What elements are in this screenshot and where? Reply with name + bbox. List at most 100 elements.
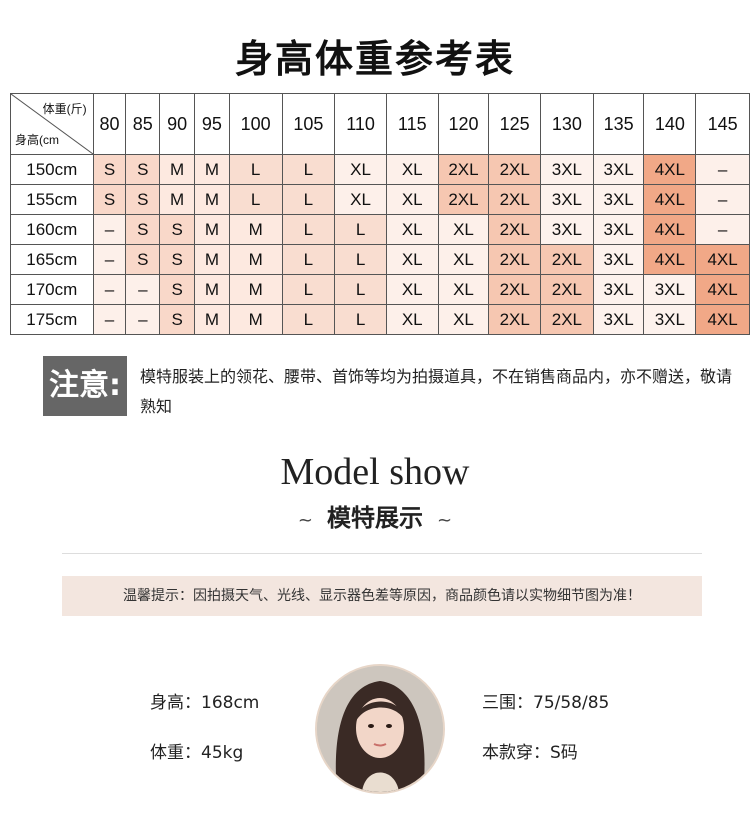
size-cell: 2XL	[437, 184, 490, 215]
size-cell: M	[194, 244, 230, 275]
table-row: 175cm – – S M M L L XL XL 2XL 2XL 3XL 3XL 4XL	[10, 304, 750, 335]
size-cell: L	[228, 154, 283, 185]
weight-header-80: 80	[92, 93, 127, 155]
size-cell: –	[695, 214, 750, 245]
weight-header-140: 140	[643, 93, 697, 155]
size-cell: XL	[385, 154, 439, 185]
page-title: 身高体重参考表	[234, 37, 515, 81]
size-cell: XL	[437, 244, 490, 275]
size-cell: –	[695, 154, 750, 185]
size-cell: 3XL	[540, 184, 594, 215]
size-cell: XL	[334, 184, 387, 215]
size-cell: 3XL	[592, 154, 645, 185]
size-cell: L	[281, 184, 336, 215]
height-label: 160cm	[10, 214, 94, 245]
size-cell: M	[194, 214, 230, 245]
size-cell: –	[125, 304, 161, 335]
wave-ornament-icon: ~	[297, 510, 313, 531]
size-cell: M	[194, 304, 230, 335]
weight-header-130: 130	[540, 93, 594, 155]
size-cell: S	[125, 184, 161, 215]
table-row: 160cm – S S M M L L XL XL 2XL 3XL 3XL 4XL –	[10, 214, 750, 245]
size-cell: 2XL	[540, 304, 594, 335]
size-cell: –	[92, 244, 127, 275]
size-cell: L	[334, 244, 387, 275]
model-show-cn: 模特展示	[327, 504, 423, 532]
height-label: 170cm	[10, 274, 94, 305]
weight-header-105: 105	[281, 93, 336, 155]
size-cell: XL	[385, 274, 439, 305]
size-cell: 3XL	[592, 214, 645, 245]
weight-header-125: 125	[488, 93, 542, 155]
size-cell: 3XL	[592, 184, 645, 215]
size-cell: 3XL	[540, 154, 594, 185]
size-cell: 2XL	[488, 244, 542, 275]
weight-header-110: 110	[334, 93, 387, 155]
table-row: 155cm S S M M L L XL XL 2XL 2XL 3XL 3XL 4XL –	[10, 184, 750, 215]
height-label: 150cm	[10, 154, 94, 185]
weight-header-135: 135	[592, 93, 645, 155]
size-cell: M	[194, 154, 230, 185]
model-portrait-image	[317, 666, 443, 792]
size-cell: M	[228, 244, 283, 275]
height-label: 175cm	[10, 304, 94, 335]
size-cell: S	[159, 214, 196, 245]
weight-header-100: 100	[228, 93, 283, 155]
size-table: 体重(斤) 身高(cm 80 85 90 95 100 105 110 115 120 125 13…	[10, 93, 750, 335]
size-cell: S	[92, 154, 127, 185]
size-cell: –	[92, 304, 127, 335]
size-cell: 4XL	[695, 244, 750, 275]
size-cell: L	[334, 304, 387, 335]
size-cell: XL	[385, 304, 439, 335]
size-cell: L	[281, 214, 336, 245]
model-weight: 体重：45kg	[150, 743, 244, 763]
size-cell: 2XL	[488, 214, 542, 245]
size-cell: 2XL	[488, 154, 542, 185]
size-cell: 4XL	[643, 244, 697, 275]
weight-axis-label: 体重(斤)	[42, 102, 87, 116]
size-cell: S	[125, 214, 161, 245]
size-cell: S	[159, 304, 196, 335]
size-cell: S	[125, 154, 161, 185]
divider	[62, 553, 702, 554]
size-cell: –	[92, 274, 127, 305]
weight-header-145: 145	[695, 93, 750, 155]
size-cell: L	[228, 184, 283, 215]
size-cell: L	[334, 274, 387, 305]
size-cell: L	[334, 214, 387, 245]
model-show-title: Model show	[280, 451, 470, 493]
height-label: 165cm	[10, 244, 94, 275]
size-cell: XL	[437, 304, 490, 335]
size-cell: 4XL	[643, 214, 697, 245]
size-cell: 3XL	[592, 274, 645, 305]
size-cell: S	[125, 244, 161, 275]
size-cell: XL	[437, 214, 490, 245]
table-row: 170cm – – S M M L L XL XL 2XL 2XL 3XL 3XL 4XL	[10, 274, 750, 305]
diagonal-line	[11, 94, 93, 154]
size-cell: 2XL	[488, 304, 542, 335]
size-cell: 3XL	[540, 214, 594, 245]
height-label: 155cm	[10, 184, 94, 215]
size-cell: 4XL	[643, 184, 697, 215]
size-cell: –	[92, 214, 127, 245]
size-cell: S	[159, 244, 196, 275]
model-measurements: 三围：75/58/85	[482, 693, 610, 713]
size-cell: 4XL	[695, 304, 750, 335]
size-cell: 2XL	[488, 184, 542, 215]
model-portrait	[315, 664, 445, 794]
size-cell: 2XL	[540, 244, 594, 275]
weight-header-115: 115	[385, 93, 439, 155]
model-height: 身高：168cm	[150, 693, 260, 713]
size-cell: 3XL	[643, 274, 697, 305]
size-cell: L	[281, 304, 336, 335]
model-size-worn: 本款穿：S码	[482, 743, 578, 763]
wave-ornament-icon: ~	[437, 510, 453, 531]
note-badge: 注意:	[43, 356, 127, 416]
size-cell: M	[228, 274, 283, 305]
size-cell: 2XL	[488, 274, 542, 305]
weight-header-90: 90	[159, 93, 196, 155]
size-cell: 3XL	[592, 304, 645, 335]
corner-cell: 体重(斤) 身高(cm	[10, 93, 94, 155]
weight-header-120: 120	[437, 93, 490, 155]
